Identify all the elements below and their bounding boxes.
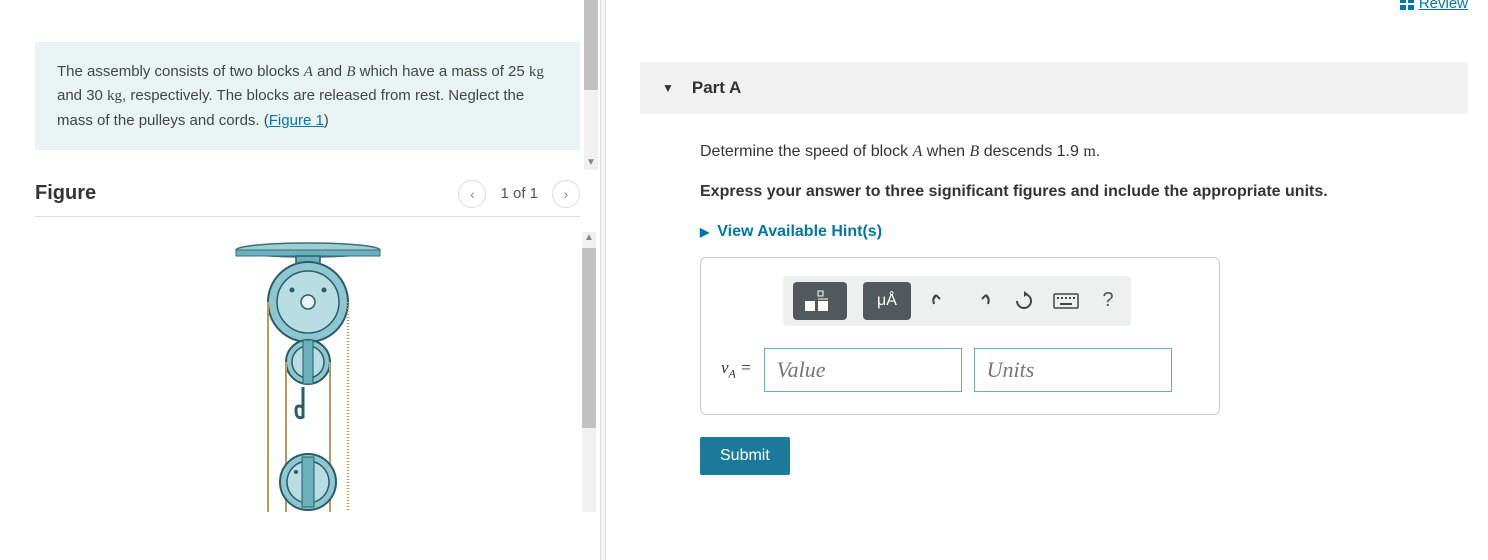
template-tool-button[interactable] <box>793 282 847 320</box>
template-icon <box>803 289 837 313</box>
answer-instruction: Express your answer to three significant… <box>700 183 1468 201</box>
units-tool-button[interactable]: μÅ <box>863 282 911 320</box>
figure-title: Figure <box>35 182 96 205</box>
left-scrollbar[interactable]: ▼ <box>584 0 598 170</box>
left-panel: ▼ The assembly consists of two blocks A … <box>0 0 600 560</box>
submit-button[interactable]: Submit <box>700 437 790 475</box>
question-text: Determine the speed of block A when B de… <box>700 139 1468 165</box>
figure-counter: 1 of 1 <box>500 185 538 202</box>
reset-button[interactable] <box>1011 288 1037 314</box>
variable-A: A <box>304 64 313 80</box>
undo-icon <box>930 292 950 310</box>
part-body: Determine the speed of block A when B de… <box>640 114 1468 475</box>
answer-input-row: vA = <box>721 348 1199 392</box>
help-button[interactable]: ? <box>1095 288 1121 314</box>
variable-label: vA = <box>721 358 752 381</box>
units-input[interactable] <box>974 348 1172 392</box>
figure-next-button[interactable]: › <box>552 180 580 208</box>
review-icon <box>1400 0 1414 10</box>
pulley-diagram <box>218 232 398 512</box>
right-panel: Review ▼ Part A Determine the speed of b… <box>600 0 1488 560</box>
part-header[interactable]: ▼ Part A <box>640 62 1468 114</box>
keyboard-icon <box>1053 293 1079 309</box>
figure-header: Figure ‹ 1 of 1 › <box>35 180 580 217</box>
review-link[interactable]: Review <box>1400 0 1468 12</box>
reset-icon <box>1014 291 1034 311</box>
figure-prev-button[interactable]: ‹ <box>458 180 486 208</box>
scroll-up-icon[interactable]: ▲ <box>582 232 596 246</box>
figure-nav: ‹ 1 of 1 › <box>458 180 580 208</box>
scrollbar-thumb[interactable] <box>582 248 596 428</box>
problem-statement: The assembly consists of two blocks A an… <box>35 42 580 150</box>
scroll-down-icon[interactable]: ▼ <box>584 156 598 170</box>
problem-text: The assembly consists of two blocks <box>57 63 304 80</box>
hints-toggle[interactable]: ▶ View Available Hint(s) <box>700 223 1468 241</box>
answer-box: μÅ ? <box>700 257 1220 415</box>
redo-icon <box>972 292 992 310</box>
undo-button[interactable] <box>927 288 953 314</box>
redo-button[interactable] <box>969 288 995 314</box>
keyboard-button[interactable] <box>1053 288 1079 314</box>
value-input[interactable] <box>764 348 962 392</box>
expand-icon: ▶ <box>700 225 709 239</box>
equation-toolbar: μÅ ? <box>783 276 1131 326</box>
figure-scrollbar[interactable]: ▲ <box>582 232 596 512</box>
collapse-icon: ▼ <box>662 81 674 95</box>
part-title: Part A <box>692 78 741 98</box>
figure-area: ▲ <box>35 232 580 512</box>
figure-link[interactable]: Figure 1 <box>269 112 324 129</box>
scrollbar-thumb[interactable] <box>584 0 598 90</box>
